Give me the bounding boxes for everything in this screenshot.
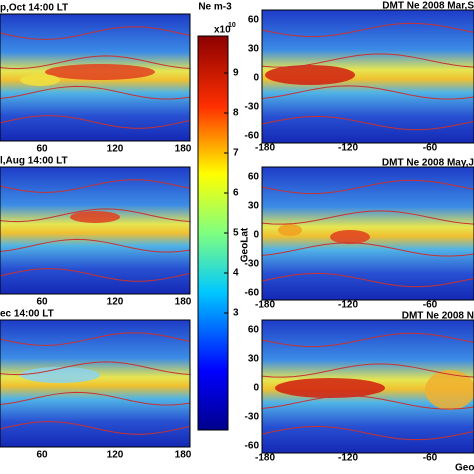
y-tick-label: -30 <box>245 412 260 423</box>
panel-title: DMT Ne 2008 Mar,S <box>382 1 474 12</box>
density-blob <box>265 65 355 85</box>
x-tick-label: -60 <box>423 453 438 464</box>
density-blob <box>20 74 60 86</box>
magnetic-line <box>0 421 191 435</box>
x-tick-label: -180 <box>255 453 275 464</box>
x-tick-label: 180 <box>175 144 192 155</box>
y-axis-label: GeoLat <box>240 227 251 262</box>
x-tick-label: -120 <box>338 300 358 311</box>
y-tick-label: 60 <box>248 15 260 26</box>
colorbar-scale: x10 <box>214 25 231 36</box>
magnetic-line <box>261 22 474 38</box>
x-tick-label: 60 <box>36 450 48 461</box>
magnetic-line <box>0 268 191 282</box>
panel-frame <box>0 13 191 142</box>
magnetic-line <box>261 332 474 348</box>
y-tick-label: -60 <box>245 131 260 142</box>
colorbar-tick-label: 3 <box>233 308 239 319</box>
y-tick-label: 60 <box>248 325 260 336</box>
magnetic-line <box>0 332 191 346</box>
magnetic-line <box>261 210 474 225</box>
magnetic-line <box>261 53 474 68</box>
magnetic-line <box>0 55 191 70</box>
colorbar-tick-label: 8 <box>233 108 239 119</box>
x-tick-label: -180 <box>255 143 275 154</box>
x-tick-label: 120 <box>107 297 124 308</box>
y-tick-label: 30 <box>248 201 260 212</box>
x-tick-label: 120 <box>107 450 124 461</box>
map-panel <box>0 320 190 447</box>
y-tick-label: 0 <box>253 383 259 394</box>
magnetic-line <box>0 179 191 193</box>
magnetic-line <box>0 391 191 406</box>
magnetic-line <box>0 208 191 223</box>
panel-frame <box>261 319 474 454</box>
panel-frame <box>0 319 191 448</box>
colorbar-tick-label: 7 <box>233 148 239 159</box>
panel-title: p,Oct 14:00 LT <box>0 3 68 14</box>
panel-frame <box>0 166 191 295</box>
density-blob <box>45 64 155 80</box>
x-tick-label: 180 <box>175 450 192 461</box>
magnetic-line <box>261 115 474 131</box>
magnetic-line <box>0 115 191 129</box>
y-tick-label: 0 <box>253 230 259 241</box>
density-blob <box>278 224 302 236</box>
colorbar-tick-label: 6 <box>233 188 239 199</box>
density-blob <box>275 378 385 398</box>
density-blob <box>425 370 474 410</box>
x-tick-label: -120 <box>338 453 358 464</box>
magnetic-line <box>0 238 191 253</box>
panel-frame <box>261 166 474 301</box>
colorbar-tick-label: 9 <box>233 68 239 79</box>
x-tick-label: 60 <box>36 297 48 308</box>
magnetic-line <box>261 85 474 100</box>
x-tick-label: 60 <box>36 144 48 155</box>
magnetic-line <box>0 85 191 100</box>
colorbar <box>197 35 229 431</box>
y-tick-label: 60 <box>248 172 260 183</box>
colorbar-unit: Ne m-3 <box>198 2 232 13</box>
panel-title: ec 14:00 LT <box>0 309 54 320</box>
magnetic-line <box>261 363 474 378</box>
map-panel <box>0 167 190 294</box>
x-tick-label: -60 <box>423 300 438 311</box>
x-tick-label: -120 <box>338 143 358 154</box>
y-tick-label: -30 <box>245 259 260 270</box>
magnetic-line <box>261 425 474 441</box>
x-tick-label: 120 <box>107 144 124 155</box>
y-tick-label: 0 <box>253 73 259 84</box>
colorbar-tick-label: 5 <box>233 228 239 239</box>
y-tick-label: -60 <box>245 441 260 452</box>
panel-title: DMT Ne 2008 N <box>402 311 474 322</box>
density-blob <box>330 230 370 244</box>
colorbar-exponent: 10 <box>228 22 236 29</box>
magnetic-line <box>261 272 474 288</box>
density-blob <box>20 367 100 383</box>
panel-title: l,Aug 14:00 LT <box>0 156 68 167</box>
y-tick-label: 30 <box>248 354 260 365</box>
x-tick-label: 180 <box>175 297 192 308</box>
y-tick-label: -30 <box>245 102 260 113</box>
magnetic-line <box>261 395 474 410</box>
colorbar-tick-label: 4 <box>233 268 239 279</box>
magnetic-line <box>0 361 191 376</box>
panel-frame <box>261 9 474 144</box>
x-tick-label: -60 <box>423 143 438 154</box>
x-axis-label: Geo <box>455 463 474 474</box>
magnetic-line <box>261 242 474 257</box>
y-tick-label: -60 <box>245 288 260 299</box>
y-tick-label: 30 <box>248 44 260 55</box>
magnetic-line <box>0 26 191 40</box>
density-blob <box>70 211 120 223</box>
panel-title: DMT Ne 2008 May,J <box>382 158 474 169</box>
x-tick-label: -180 <box>255 300 275 311</box>
magnetic-line <box>261 179 474 195</box>
